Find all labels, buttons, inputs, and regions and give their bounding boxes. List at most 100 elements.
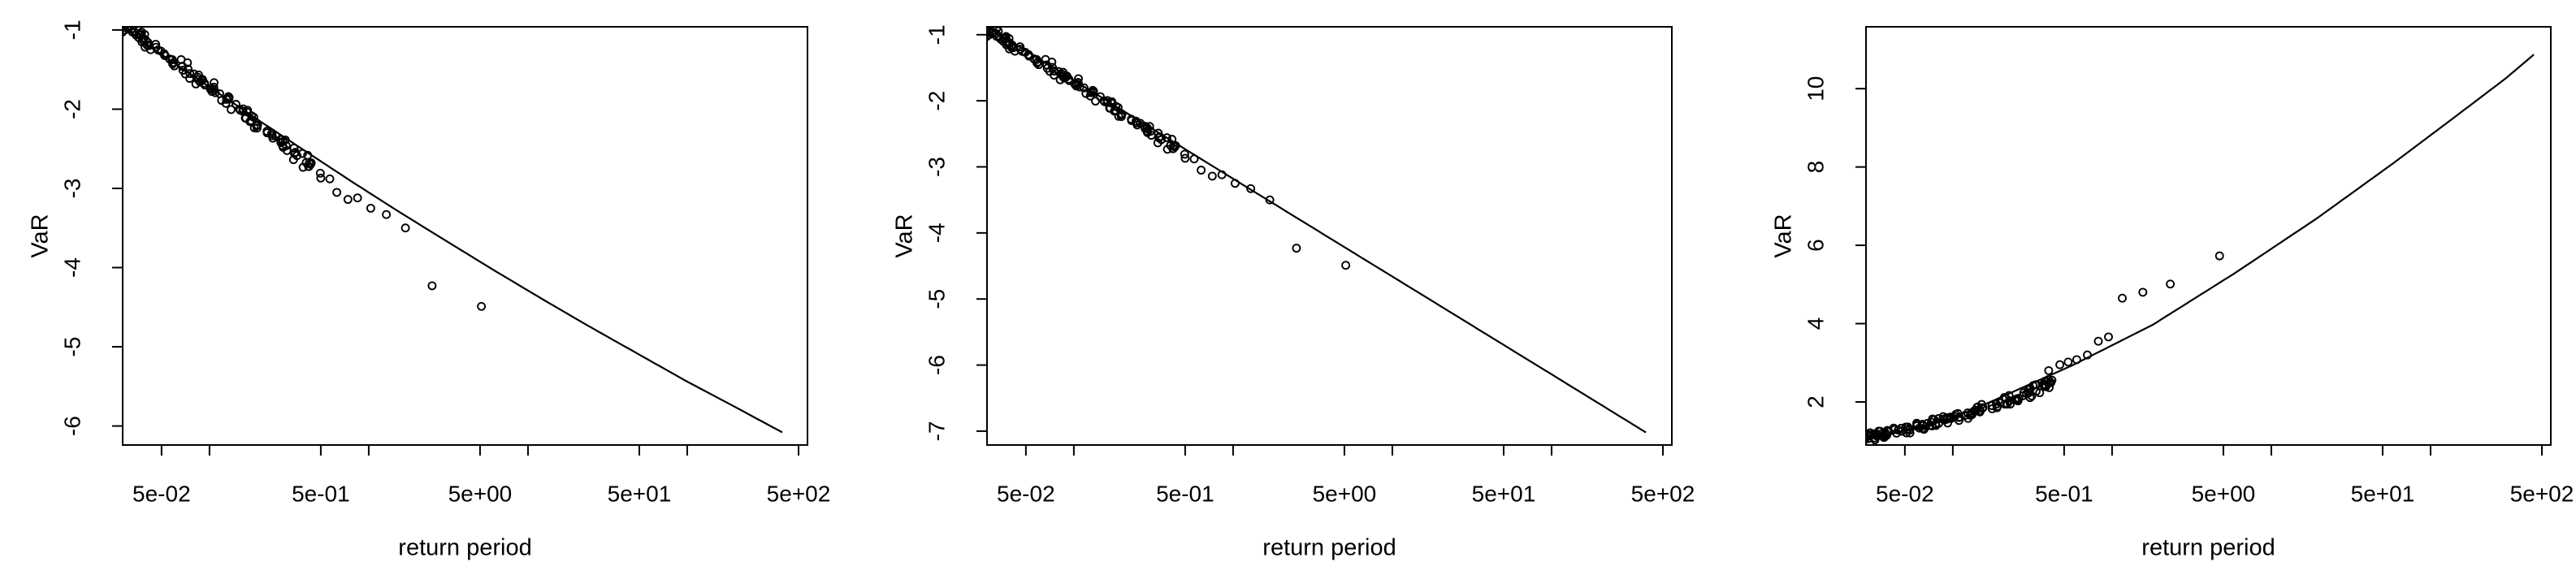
data-point xyxy=(2166,279,2176,289)
data-point xyxy=(123,27,130,35)
y-axis-tick-label: -3 xyxy=(924,157,949,177)
dense-points xyxy=(987,27,1189,159)
data-point xyxy=(266,129,276,138)
plot-box xyxy=(122,26,808,446)
data-point xyxy=(2055,360,2065,369)
x-axis-tick-label: 5e+01 xyxy=(608,481,672,506)
data-point xyxy=(2030,380,2040,390)
data-point xyxy=(129,19,136,26)
data-point xyxy=(987,27,991,34)
data-point xyxy=(246,116,256,126)
data-point xyxy=(353,193,362,203)
data-point xyxy=(1050,71,1059,80)
y-axis-tick-label: 6 xyxy=(1803,239,1828,252)
plot-box xyxy=(1865,26,2552,446)
y-axis-tick-label: -6 xyxy=(59,416,84,436)
fitted-curve xyxy=(1866,54,2535,442)
data-point xyxy=(2072,355,2081,365)
data-point xyxy=(2044,365,2054,375)
data-point xyxy=(2044,374,2054,384)
data-point xyxy=(1292,244,1301,253)
data-point xyxy=(1091,97,1100,106)
y-axis-tick-label: -7 xyxy=(924,421,949,441)
data-point xyxy=(178,66,188,75)
data-point xyxy=(282,145,292,155)
x-axis: 5e-02 5e-01 5e+00 5e+01 5e+02 return period xyxy=(1876,445,2574,561)
x-axis-tick-label: 5e+01 xyxy=(1472,481,1536,506)
data-point xyxy=(1072,81,1081,91)
data-point xyxy=(168,59,178,69)
data-point xyxy=(178,62,187,71)
data-point xyxy=(191,79,201,89)
x-axis-tick-label: 5e+02 xyxy=(2510,481,2574,506)
data-point xyxy=(343,195,353,205)
data-point xyxy=(2104,332,2113,342)
data-point xyxy=(987,28,992,38)
data-point xyxy=(366,203,375,213)
y-axis: -1 -2 -3 -4 -5 -6 VaR xyxy=(28,19,123,436)
x-axis-title: return period xyxy=(398,535,531,561)
data-point xyxy=(1170,142,1180,152)
data-point xyxy=(1950,412,1959,421)
data-point xyxy=(227,105,236,115)
data-point xyxy=(262,127,272,136)
data-point xyxy=(1059,73,1069,83)
y-axis-tick-label: -4 xyxy=(924,223,949,243)
data-point xyxy=(1265,195,1275,205)
data-point xyxy=(1042,63,1052,73)
sparse-points xyxy=(2044,251,2224,375)
data-point xyxy=(2004,391,2014,400)
data-point xyxy=(123,28,127,37)
data-point xyxy=(1230,179,1240,188)
x-axis-tick-label: 5e-02 xyxy=(1876,481,1934,506)
data-point xyxy=(221,98,231,108)
data-point xyxy=(151,40,161,50)
y-axis-title: VaR xyxy=(28,214,54,257)
data-point xyxy=(123,27,133,32)
data-point xyxy=(185,74,194,83)
dense-points xyxy=(1866,374,2057,445)
data-point xyxy=(2011,395,2020,404)
y-axis-tick-label: -4 xyxy=(59,257,84,278)
y-axis-title: VaR xyxy=(1771,214,1797,257)
data-point xyxy=(1217,170,1227,179)
y-axis-tick-label: -5 xyxy=(924,289,949,309)
y-axis-tick-label: -5 xyxy=(59,337,84,357)
data-point xyxy=(1955,413,1964,422)
data-point xyxy=(1180,153,1190,163)
x-axis-tick-label: 5e-01 xyxy=(292,481,350,506)
x-axis-title: return period xyxy=(2141,535,2275,561)
data-point xyxy=(247,111,257,121)
data-point xyxy=(252,121,262,131)
x-axis-tick-label: 5e+00 xyxy=(2192,481,2256,506)
y-axis-tick-label: 8 xyxy=(1803,161,1828,174)
sparse-points xyxy=(1180,153,1351,270)
data-point xyxy=(1080,83,1089,93)
data-point xyxy=(427,281,437,291)
y-axis-tick-label: -2 xyxy=(924,91,949,111)
data-point xyxy=(297,149,307,158)
data-point xyxy=(1180,149,1189,159)
data-point xyxy=(200,80,210,90)
data-point xyxy=(278,140,288,150)
data-point xyxy=(1903,422,1912,432)
data-point xyxy=(315,168,325,178)
data-point xyxy=(1207,171,1217,181)
y-axis-tick-label: 2 xyxy=(1803,395,1828,408)
data-point xyxy=(2118,293,2127,303)
x-axis-title: return period xyxy=(1262,535,1396,561)
x-axis-tick-label: 5e+00 xyxy=(448,481,513,506)
data-point xyxy=(288,155,298,165)
data-point xyxy=(382,210,392,219)
data-point xyxy=(145,45,155,54)
data-point xyxy=(1033,58,1042,68)
data-point xyxy=(316,173,326,183)
data-point xyxy=(1197,166,1206,175)
data-point xyxy=(207,87,217,97)
data-point xyxy=(2047,375,2057,385)
y-axis: 2 4 6 8 10 VaR xyxy=(1771,76,1866,408)
data-point xyxy=(1977,404,1987,413)
data-point xyxy=(400,223,410,233)
